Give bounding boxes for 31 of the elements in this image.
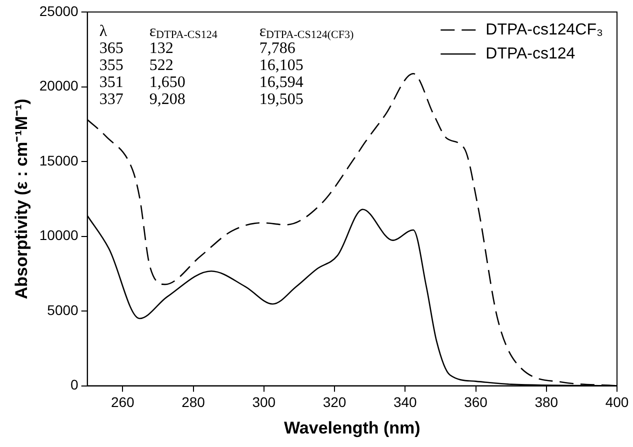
annotation: 16,594: [259, 74, 304, 91]
x-tick-label: 300: [252, 394, 276, 410]
x-axis-title: Wavelength (nm): [284, 418, 420, 438]
annotation: 337: [99, 91, 124, 108]
x-tick-label: 360: [464, 394, 488, 410]
x-tick-label: 340: [393, 394, 418, 410]
annotation: 19,505: [259, 91, 304, 108]
annotation: 16,105: [259, 57, 304, 74]
annotation: 132: [149, 40, 174, 57]
x-tick-label: 320: [322, 394, 346, 410]
legend-label: DTPA-cs124CF₃: [486, 21, 604, 38]
annotation: λ: [99, 23, 108, 40]
x-tick-label: 280: [182, 394, 206, 410]
x-tick-label: 260: [110, 394, 135, 410]
y-tick-label: 0: [70, 376, 79, 393]
annotation: 522: [149, 57, 174, 74]
annotation: 9,208: [149, 91, 186, 108]
y-axis-title: Absorptivity (ε : cm⁻¹M⁻¹): [12, 98, 31, 300]
x-tick-label: 380: [534, 394, 558, 410]
annotation: 355: [99, 57, 124, 74]
annotation: 351: [99, 74, 124, 91]
y-tick-label: 20000: [39, 78, 79, 94]
annotation: 365: [99, 40, 124, 57]
legend-label: DTPA-cs124: [486, 45, 576, 62]
x-tick-label: 400: [605, 394, 629, 410]
y-tick-label: 25000: [39, 2, 79, 19]
annotation: 1,650: [149, 74, 186, 91]
y-tick-label: 15000: [39, 152, 79, 168]
y-tick-label: 10000: [39, 227, 79, 244]
y-tick-label: 5000: [47, 302, 79, 318]
annotation: 7,786: [259, 40, 296, 57]
